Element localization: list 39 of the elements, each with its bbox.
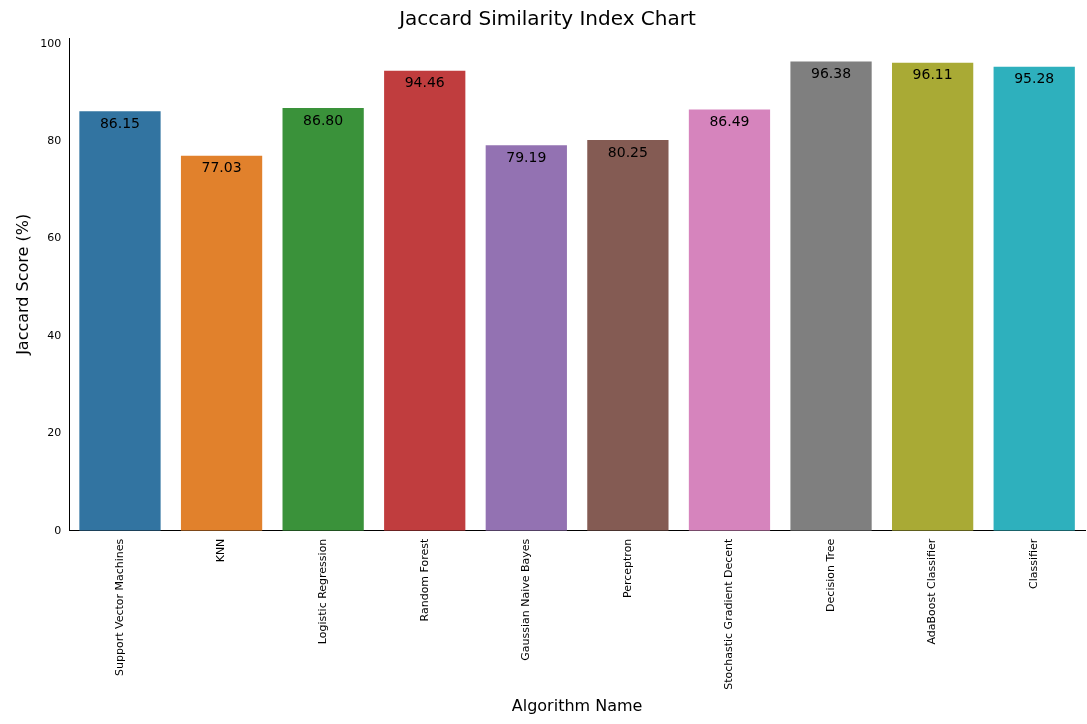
- x-tick-label: Support Vector Machines: [112, 538, 126, 676]
- data-label: 94.46: [404, 74, 445, 91]
- bar: [180, 155, 263, 531]
- y-tick-label: 0: [54, 523, 62, 537]
- data-label: 79.19: [506, 148, 547, 165]
- x-tick-label: Decision Tree: [823, 538, 837, 612]
- x-tick-label: Random Forest: [417, 537, 431, 622]
- data-label: 96.38: [811, 65, 852, 82]
- y-tick-label: 60: [47, 231, 62, 245]
- bar: [790, 61, 872, 531]
- x-tick-label: Logistic Regression: [316, 538, 330, 645]
- y-tick-label: 40: [47, 328, 62, 342]
- x-tick-label: KNN: [214, 538, 228, 563]
- bar: [282, 108, 364, 531]
- bar: [587, 139, 669, 531]
- bar: [892, 62, 974, 531]
- bar: [79, 111, 161, 531]
- y-tick-label: 100: [40, 36, 62, 50]
- bar: [485, 145, 567, 531]
- x-tick-label: Stochastic Gradient Decent: [722, 537, 736, 690]
- bar: [384, 70, 466, 531]
- x-tick-label: Classifier: [1027, 538, 1041, 589]
- data-label: 95.28: [1014, 70, 1055, 87]
- y-tick-label: 80: [47, 134, 62, 148]
- bar: [993, 66, 1075, 531]
- data-label: 86.49: [709, 113, 750, 130]
- x-tick-label: AdaBoost Classifier: [925, 538, 939, 645]
- data-label: 77.03: [201, 159, 242, 176]
- x-tick-label: Perceptron: [620, 538, 634, 599]
- data-label: 86.15: [99, 114, 141, 131]
- y-tick-label: 20: [47, 426, 62, 440]
- x-axis-title: Algorithm Name: [511, 695, 643, 715]
- bar: [688, 109, 771, 531]
- x-tick-label: Gaussian Naive Bayes: [519, 538, 533, 661]
- data-label: 86.80: [303, 111, 344, 128]
- chart-title: Jaccard Similarity Index Chart: [397, 6, 696, 31]
- data-label: 80.25: [607, 143, 648, 160]
- data-label: 96.11: [912, 66, 953, 83]
- y-axis-title: Jaccard Score (%): [12, 213, 32, 356]
